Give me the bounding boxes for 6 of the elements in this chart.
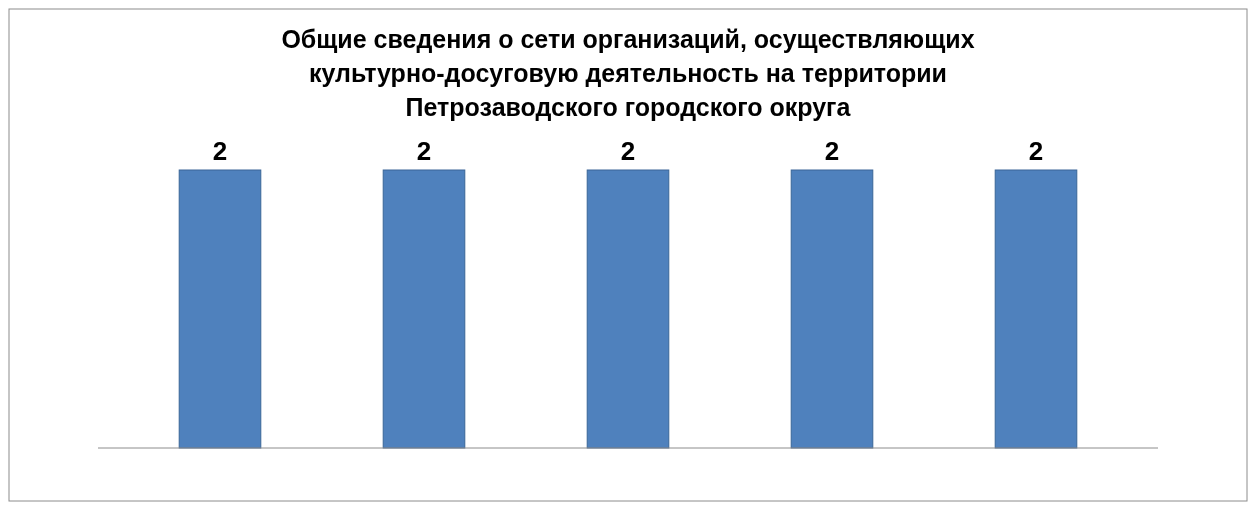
data-label: 2 xyxy=(824,136,840,166)
chart-title: Общие сведения о сети организаций, осуществляющих культурно-досуговую деятельность на территории Петрозаводского городского округа xyxy=(281,25,975,121)
data-label: 2 xyxy=(620,136,636,166)
data-label: 2 xyxy=(1028,136,1044,166)
data-label: 2 xyxy=(212,136,228,166)
data-label: 2 xyxy=(416,136,432,166)
